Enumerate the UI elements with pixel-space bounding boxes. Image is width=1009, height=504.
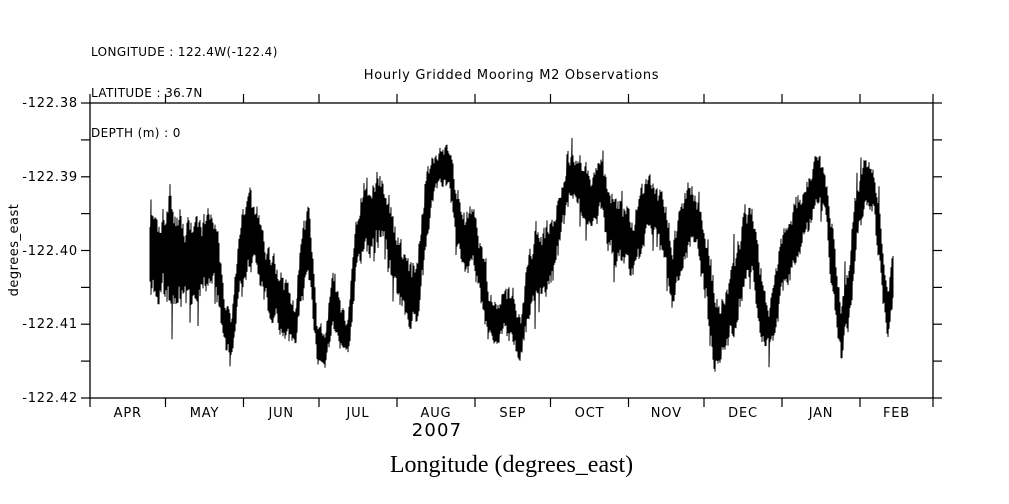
x-tick-label-month: APR (113, 406, 142, 421)
x-tick-label-month: FEB (882, 406, 910, 421)
x-tick-label-month: DEC (728, 406, 758, 421)
info-line-longitude: LONGITUDE : 122.4W(-122.4) (91, 45, 278, 59)
x-tick-label-month: JUN (268, 406, 294, 421)
longitude-series-path (149, 137, 894, 372)
x-tick-label-month: JAN (808, 406, 834, 421)
info-line-latitude: LATITUDE : 36.7N (91, 85, 203, 100)
y-tick-label: -122.42 (22, 391, 78, 406)
x-tick-label-month: MAY (189, 406, 220, 421)
y-tick-label: -122.41 (22, 317, 78, 333)
y-tick-label: -122.38 (22, 96, 78, 111)
x-tick-label-month: NOV (650, 406, 682, 421)
x-axis-variable-label: Longitude (degrees_east) (389, 452, 634, 478)
year-label: 2007 (411, 420, 463, 441)
x-tick-label-month: AUG (420, 406, 452, 421)
header-info-block: LONGITUDE : 122.4W(-122.4) LATITUDE : 36… (91, 19, 278, 168)
y-tick-label: -122.40 (22, 243, 78, 259)
x-tick-label-month: OCT (574, 406, 605, 421)
x-tick-label-month: JUL (346, 406, 370, 421)
info-line-depth: DEPTH (m) : 0 (91, 126, 181, 140)
x-tick-label-month: SEP (499, 406, 527, 421)
chart-title: Hourly Gridded Mooring M2 Observations (363, 68, 660, 83)
y-tick-label: -122.39 (22, 169, 78, 185)
